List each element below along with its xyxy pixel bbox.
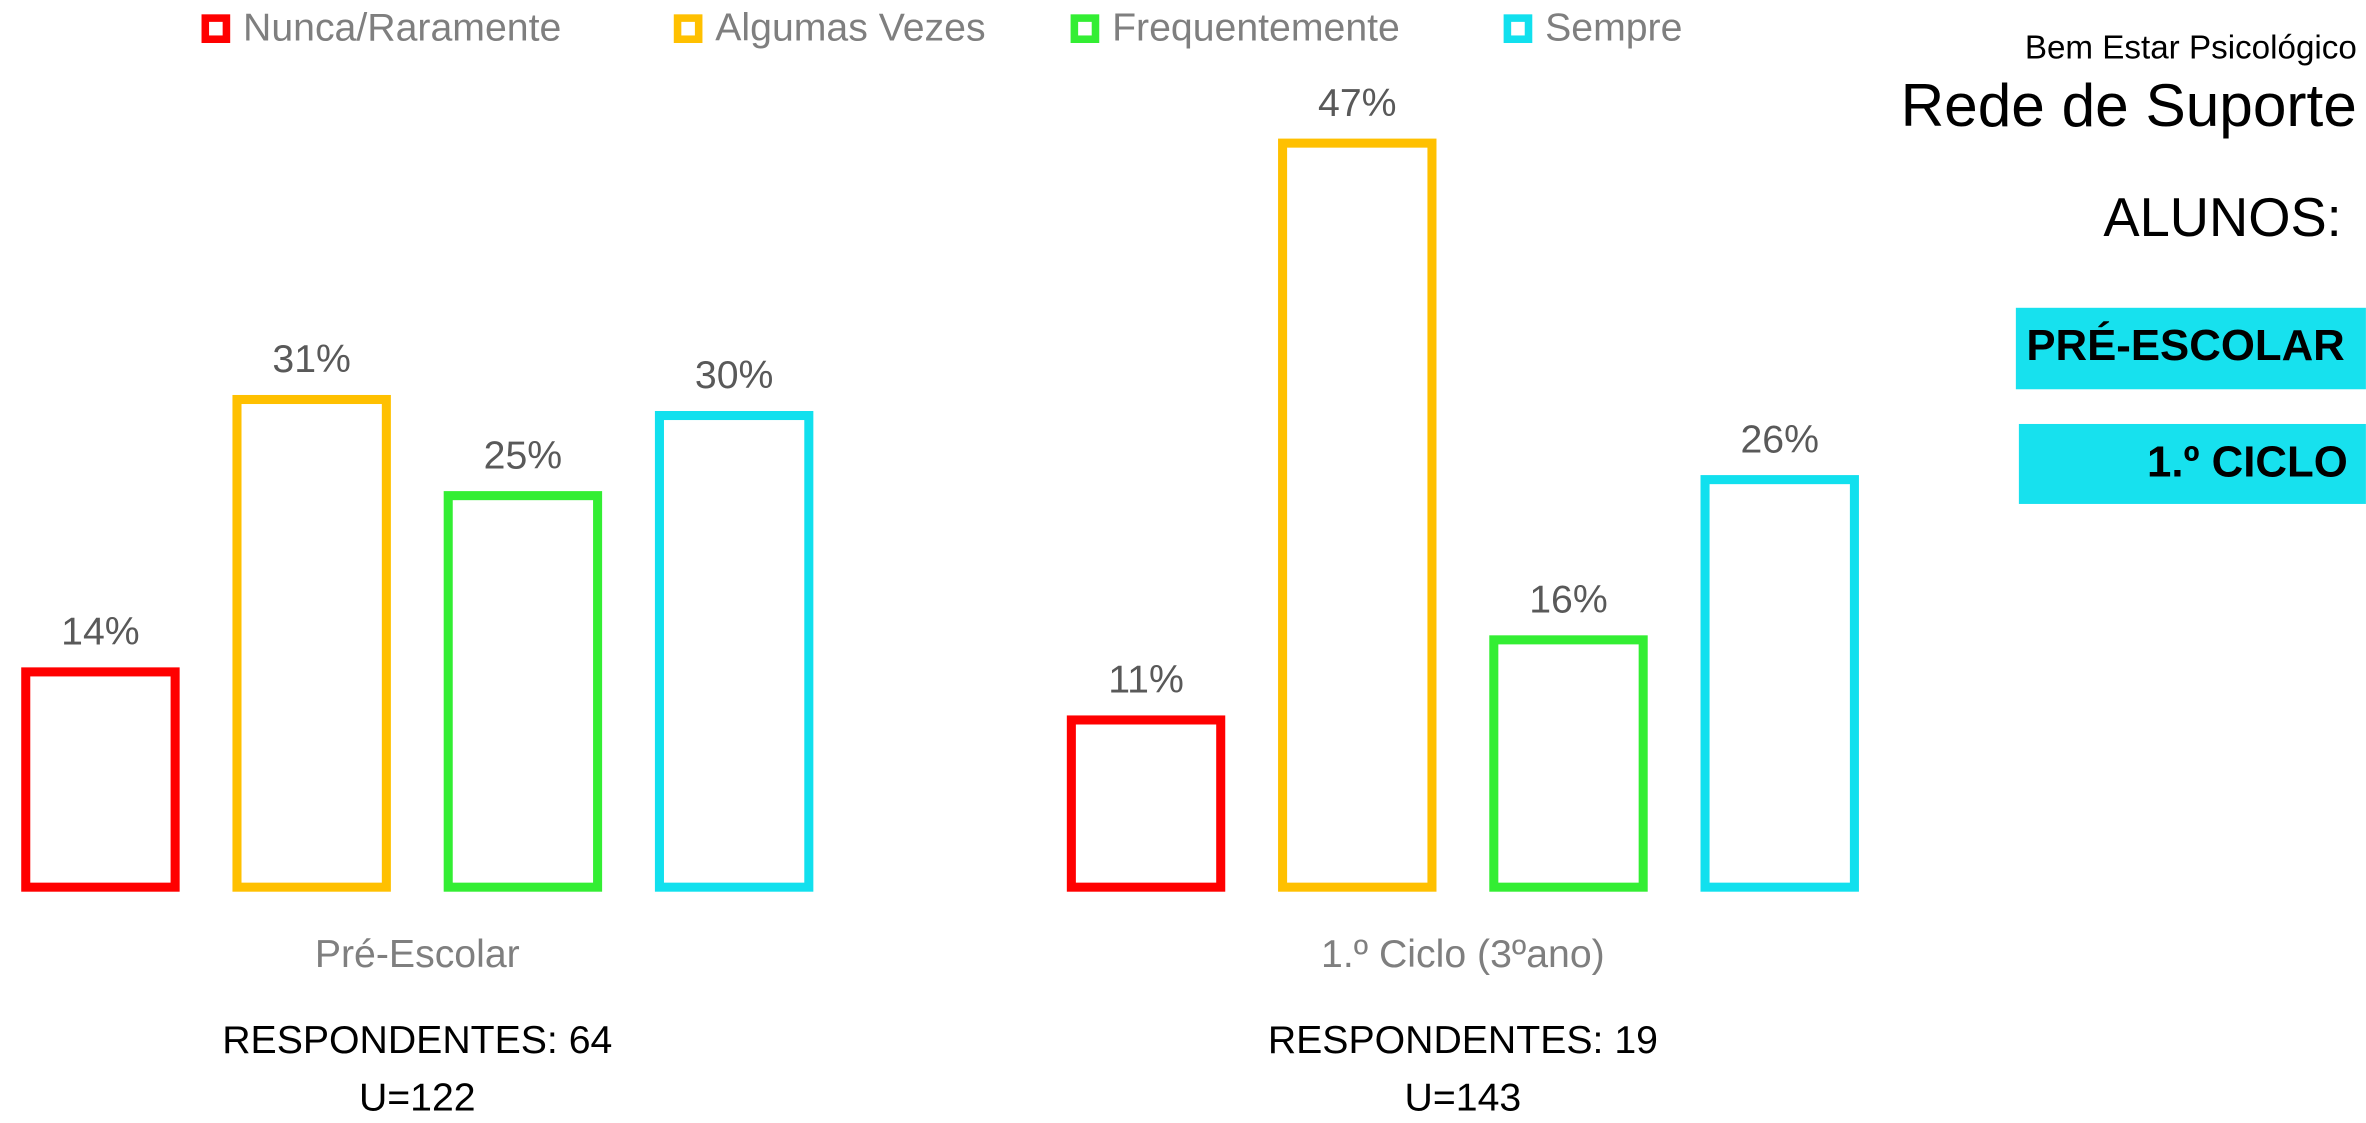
subtitle: Bem Estar Psicológico xyxy=(2025,30,2357,67)
x-tick-label: 1.º Ciclo (3ºano) xyxy=(1321,932,1605,976)
bar xyxy=(1489,635,1648,892)
x-tick-label: Pré-Escolar xyxy=(315,932,520,976)
sidebar-label: ALUNOS: xyxy=(2103,187,2341,248)
annotation: RESPONDENTES: 19 xyxy=(1268,1018,1658,1062)
legend-label: Frequentemente xyxy=(1112,6,1400,50)
value-label: 14% xyxy=(61,610,139,654)
title: Rede de Suporte xyxy=(1901,71,2357,139)
value-label: 47% xyxy=(1318,81,1397,125)
value-label: 31% xyxy=(272,337,351,381)
bar xyxy=(232,394,391,892)
button-label[interactable]: PRÉ-ESCOLAR xyxy=(2026,320,2344,370)
button-bg[interactable] xyxy=(2018,423,2366,504)
value-label: 16% xyxy=(1529,577,1607,621)
button-bg[interactable] xyxy=(2015,307,2366,390)
bar xyxy=(1700,475,1859,892)
bar xyxy=(1278,138,1437,892)
bar xyxy=(21,667,180,892)
legend-swatch xyxy=(673,14,703,44)
value-label: 11% xyxy=(1108,658,1184,702)
bar xyxy=(1066,715,1226,892)
legend-label: Algumas Vezes xyxy=(715,6,985,50)
value-label: 30% xyxy=(695,353,773,397)
legend-label: Sempre xyxy=(1545,6,1682,50)
legend-swatch xyxy=(1503,14,1533,44)
button-label[interactable]: 1.º CICLO xyxy=(2147,437,2348,486)
value-label: 26% xyxy=(1740,417,1819,461)
button[interactable]: PRÉ-ESCOLAR xyxy=(2015,307,2366,390)
annotation: U=143 xyxy=(1405,1075,1522,1119)
bar xyxy=(443,491,603,892)
button[interactable]: 1.º CICLO xyxy=(2018,423,2366,504)
value-label: 25% xyxy=(484,433,563,477)
legend-swatch xyxy=(201,14,231,44)
legend-swatch xyxy=(1070,14,1100,44)
annotation: RESPONDENTES: 64 xyxy=(222,1018,612,1062)
bar xyxy=(654,410,814,892)
annotation: U=122 xyxy=(359,1075,476,1119)
legend-label: Nunca/Raramente xyxy=(243,6,561,50)
